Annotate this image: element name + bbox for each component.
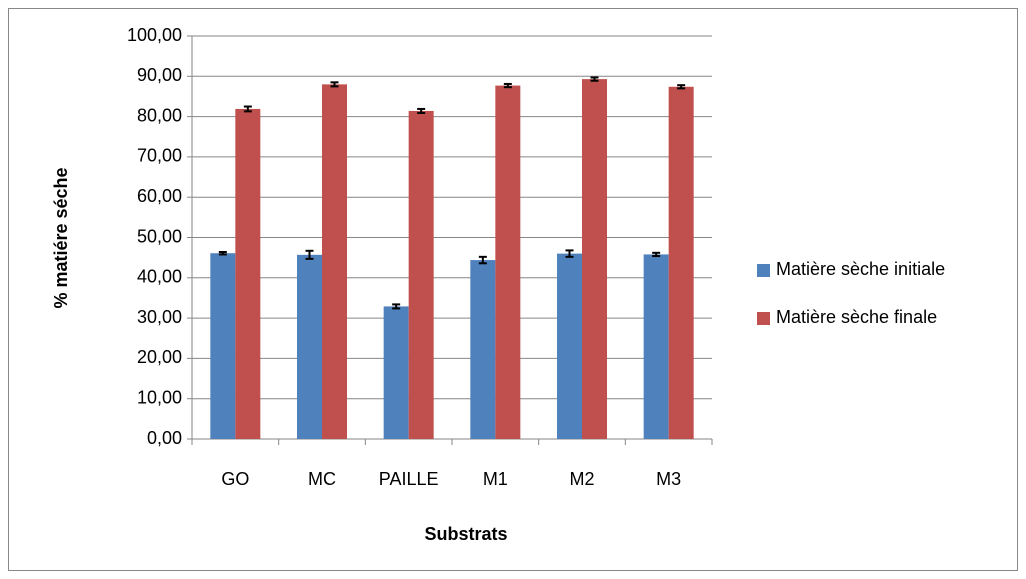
y-tick-label: 50,00 — [137, 226, 182, 246]
legend-label: Matière sèche finale — [776, 307, 937, 327]
x-tick-label: M2 — [569, 469, 594, 489]
error-bar — [305, 249, 314, 260]
x-axis-title: Substrats — [424, 524, 507, 544]
y-tick-label: 0,00 — [147, 428, 182, 448]
bar — [582, 79, 607, 439]
x-tick-label: M1 — [483, 469, 508, 489]
bar — [557, 253, 582, 439]
x-tick-label: M3 — [656, 469, 681, 489]
error-bar — [330, 81, 339, 88]
error-bar — [417, 107, 426, 114]
bar — [235, 108, 261, 440]
error-bar — [392, 303, 401, 310]
y-axis-title: % matiére séche — [51, 167, 71, 308]
y-tick-label: 30,00 — [137, 307, 182, 327]
y-tick-label: 10,00 — [137, 387, 182, 407]
bar — [495, 85, 521, 439]
x-tick-label: PAILLE — [379, 469, 439, 489]
y-tick-label: 60,00 — [137, 186, 182, 206]
bar — [408, 110, 434, 439]
bar — [383, 306, 409, 439]
error-bar — [478, 255, 487, 265]
error-bar — [590, 76, 599, 82]
error-bar — [218, 251, 227, 256]
legend-label: Matière sèche initiale — [776, 259, 945, 279]
x-tick-label: MC — [308, 469, 336, 489]
error-bar — [503, 82, 512, 89]
y-tick-label: 80,00 — [137, 105, 182, 125]
y-tick-label: 70,00 — [137, 146, 182, 166]
bar — [322, 84, 347, 440]
bar — [210, 253, 236, 439]
x-tick-label: GO — [221, 469, 249, 489]
legend-swatch — [757, 312, 770, 325]
bar — [297, 254, 322, 439]
bar — [643, 254, 669, 439]
y-tick-label: 40,00 — [137, 267, 182, 287]
y-tick-label: 100,00 — [127, 25, 182, 45]
bar — [470, 260, 496, 439]
error-bar — [677, 84, 686, 90]
y-tick-label: 20,00 — [137, 347, 182, 367]
error-bar — [652, 251, 661, 258]
error-bar — [565, 249, 574, 258]
bar — [668, 86, 694, 439]
error-bar — [243, 105, 252, 113]
y-tick-label: 90,00 — [137, 65, 182, 85]
legend-swatch — [757, 264, 770, 277]
